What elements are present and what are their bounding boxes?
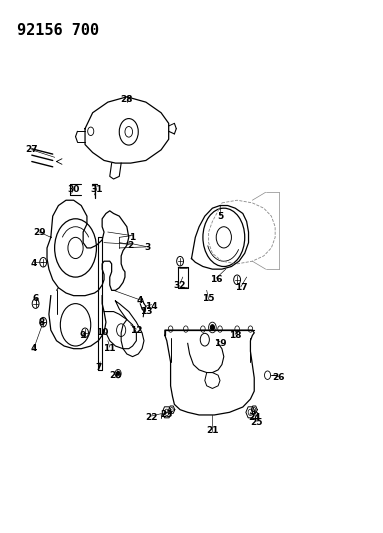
- Text: 17: 17: [235, 283, 247, 292]
- Circle shape: [116, 372, 119, 376]
- Text: 19: 19: [214, 339, 226, 348]
- Text: 6: 6: [33, 294, 39, 303]
- Text: 15: 15: [202, 294, 215, 303]
- Text: 14: 14: [145, 302, 158, 311]
- Text: 4: 4: [31, 260, 37, 268]
- Circle shape: [211, 325, 214, 330]
- Text: 16: 16: [210, 275, 223, 284]
- Text: 24: 24: [248, 413, 260, 422]
- Text: 2: 2: [128, 241, 134, 250]
- Text: 3: 3: [145, 244, 151, 253]
- Text: 32: 32: [174, 280, 187, 289]
- Text: 22: 22: [145, 413, 158, 422]
- Text: 13: 13: [140, 307, 152, 316]
- Text: 28: 28: [121, 95, 133, 104]
- Text: 8: 8: [38, 318, 44, 327]
- Text: 4: 4: [137, 296, 143, 305]
- Text: 4: 4: [31, 344, 37, 353]
- Text: 18: 18: [229, 331, 241, 340]
- Text: 26: 26: [273, 373, 285, 382]
- Text: 11: 11: [103, 344, 116, 353]
- Text: 27: 27: [26, 146, 38, 155]
- Text: 21: 21: [206, 426, 219, 435]
- Text: 1: 1: [129, 233, 136, 242]
- Text: 10: 10: [96, 328, 108, 337]
- Text: 25: 25: [250, 418, 262, 427]
- Text: 31: 31: [90, 185, 103, 194]
- Text: 30: 30: [67, 185, 80, 194]
- Text: 23: 23: [160, 410, 173, 419]
- Text: 5: 5: [217, 212, 223, 221]
- Text: 12: 12: [130, 326, 142, 335]
- Text: 20: 20: [109, 370, 122, 379]
- Text: 92156 700: 92156 700: [16, 22, 99, 38]
- Text: 29: 29: [33, 228, 46, 237]
- Text: 9: 9: [80, 331, 86, 340]
- Text: 7: 7: [95, 363, 101, 372]
